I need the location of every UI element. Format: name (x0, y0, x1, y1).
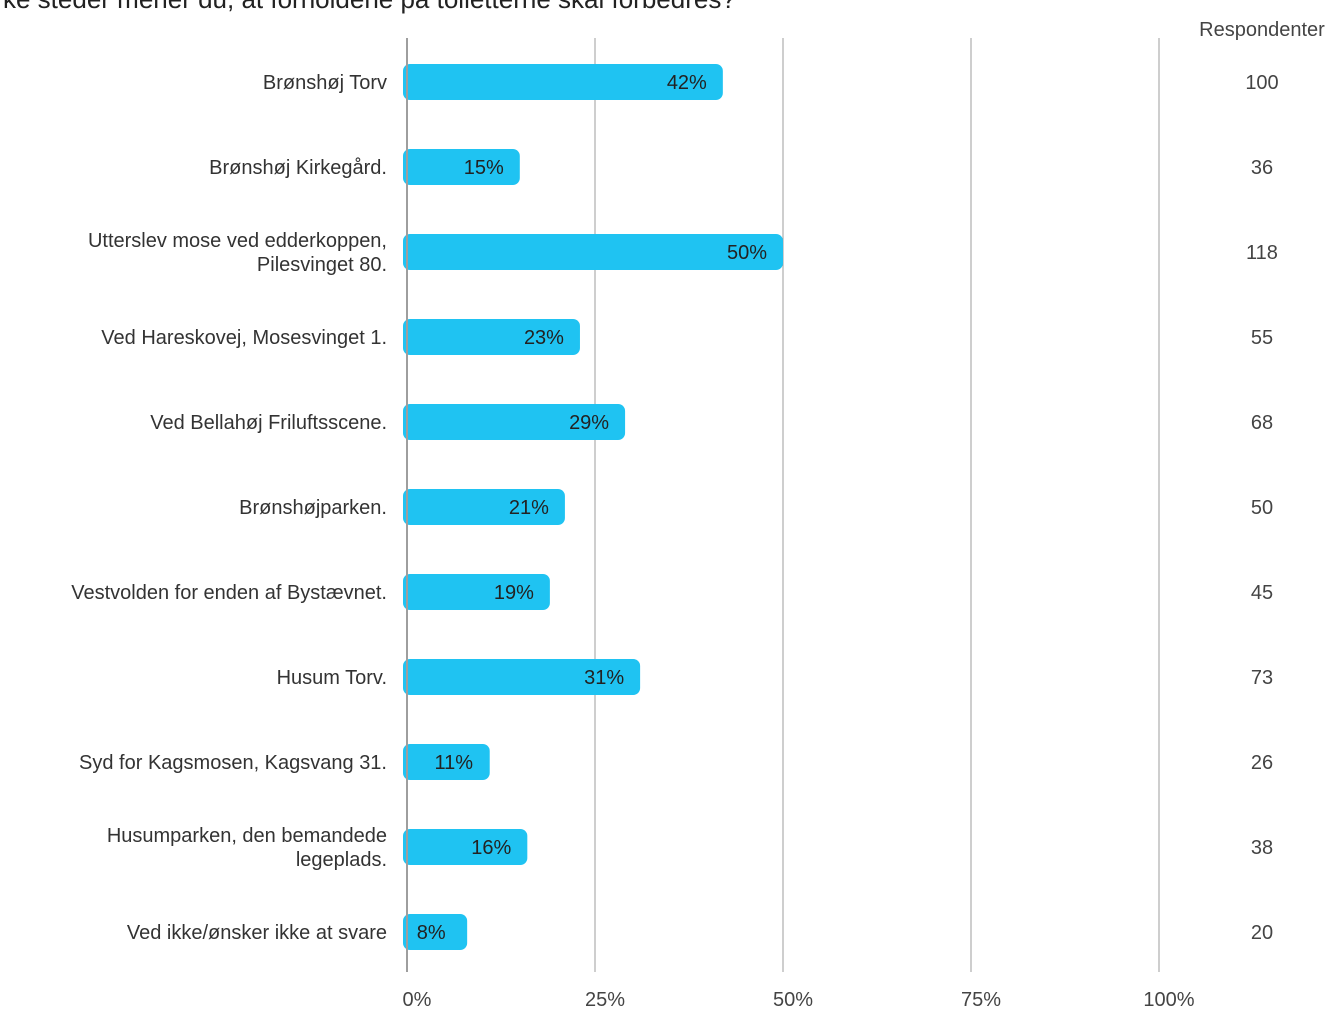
bars (403, 64, 783, 950)
value-label: 31% (584, 667, 624, 689)
x-tick-label: 0% (403, 989, 432, 1010)
value-label: 8% (417, 922, 446, 944)
value-label: 29% (569, 412, 609, 434)
value-labels: 42% 15% 50% 23% 29% 21% 19% 31% 11% 16% 8% (417, 72, 768, 944)
bar (403, 149, 520, 185)
chart-title: ke steder mener du, at forholdene på toi… (3, 0, 736, 14)
category-label: Husum Torv. (277, 667, 387, 689)
grid-lines (594, 38, 1160, 972)
respondent-count: 118 (1246, 242, 1278, 264)
respondent-count: 26 (1251, 752, 1273, 774)
respondent-count: 50 (1251, 497, 1273, 519)
value-label: 19% (494, 582, 534, 604)
respondent-count: 38 (1251, 837, 1273, 859)
value-label: 16% (471, 837, 511, 859)
category-label: Ved ikke/ønsker ikke at svare (127, 922, 387, 944)
bar (403, 829, 528, 865)
value-label: 23% (524, 327, 564, 349)
bar (403, 234, 783, 270)
category-label: Brønshøjparken. (239, 497, 387, 519)
bar (403, 659, 641, 695)
value-label: 42% (667, 72, 707, 94)
bar (403, 744, 490, 780)
respondents-header: Respondenter (1199, 19, 1325, 41)
category-label: Utterslev mose ved edderkoppen, (88, 230, 387, 252)
respondent-count: 73 (1251, 667, 1273, 689)
x-tick-label: 100% (1143, 989, 1194, 1010)
bar (403, 319, 580, 355)
category-label: Brønshøj Torv (263, 72, 387, 94)
category-label: Ved Bellahøj Friluftsscene. (150, 412, 387, 434)
respondent-count: 68 (1251, 412, 1273, 434)
respondent-count: 36 (1251, 157, 1273, 179)
x-axis-ticks: 0% 25% 50% 75% 100% (403, 989, 1195, 1010)
category-labels: Brønshøj Torv Brønshøj Kirkegård. Uttersle… (71, 72, 387, 944)
x-tick-label: 75% (961, 989, 1001, 1010)
x-tick-label: 50% (773, 989, 813, 1010)
value-label: 50% (727, 242, 767, 264)
category-label: Husumparken, den bemandede (107, 825, 387, 847)
bar (403, 489, 565, 525)
respondent-count: 100 (1245, 72, 1278, 94)
respondent-count: 55 (1251, 327, 1273, 349)
respondent-count: 20 (1251, 922, 1273, 944)
x-tick-label: 25% (585, 989, 625, 1010)
value-label: 15% (464, 157, 504, 179)
category-label: Pilesvinget 80. (257, 254, 387, 276)
bar (403, 914, 468, 950)
value-label: 11% (434, 752, 473, 774)
bar (403, 64, 723, 100)
category-label: Brønshøj Kirkegård. (209, 157, 387, 179)
respondent-count: 45 (1251, 582, 1273, 604)
category-label: legeplads. (296, 849, 387, 871)
category-label: Syd for Kagsmosen, Kagsvang 31. (79, 752, 387, 774)
bar (403, 404, 626, 440)
bar (403, 574, 550, 610)
category-label: Ved Hareskovej, Mosesvinget 1. (101, 327, 387, 349)
category-label: Vestvolden for enden af Bystævnet. (71, 582, 387, 604)
value-label: 21% (509, 497, 549, 519)
respondent-counts: 100 36 118 55 68 50 45 73 26 38 20 (1245, 72, 1278, 944)
